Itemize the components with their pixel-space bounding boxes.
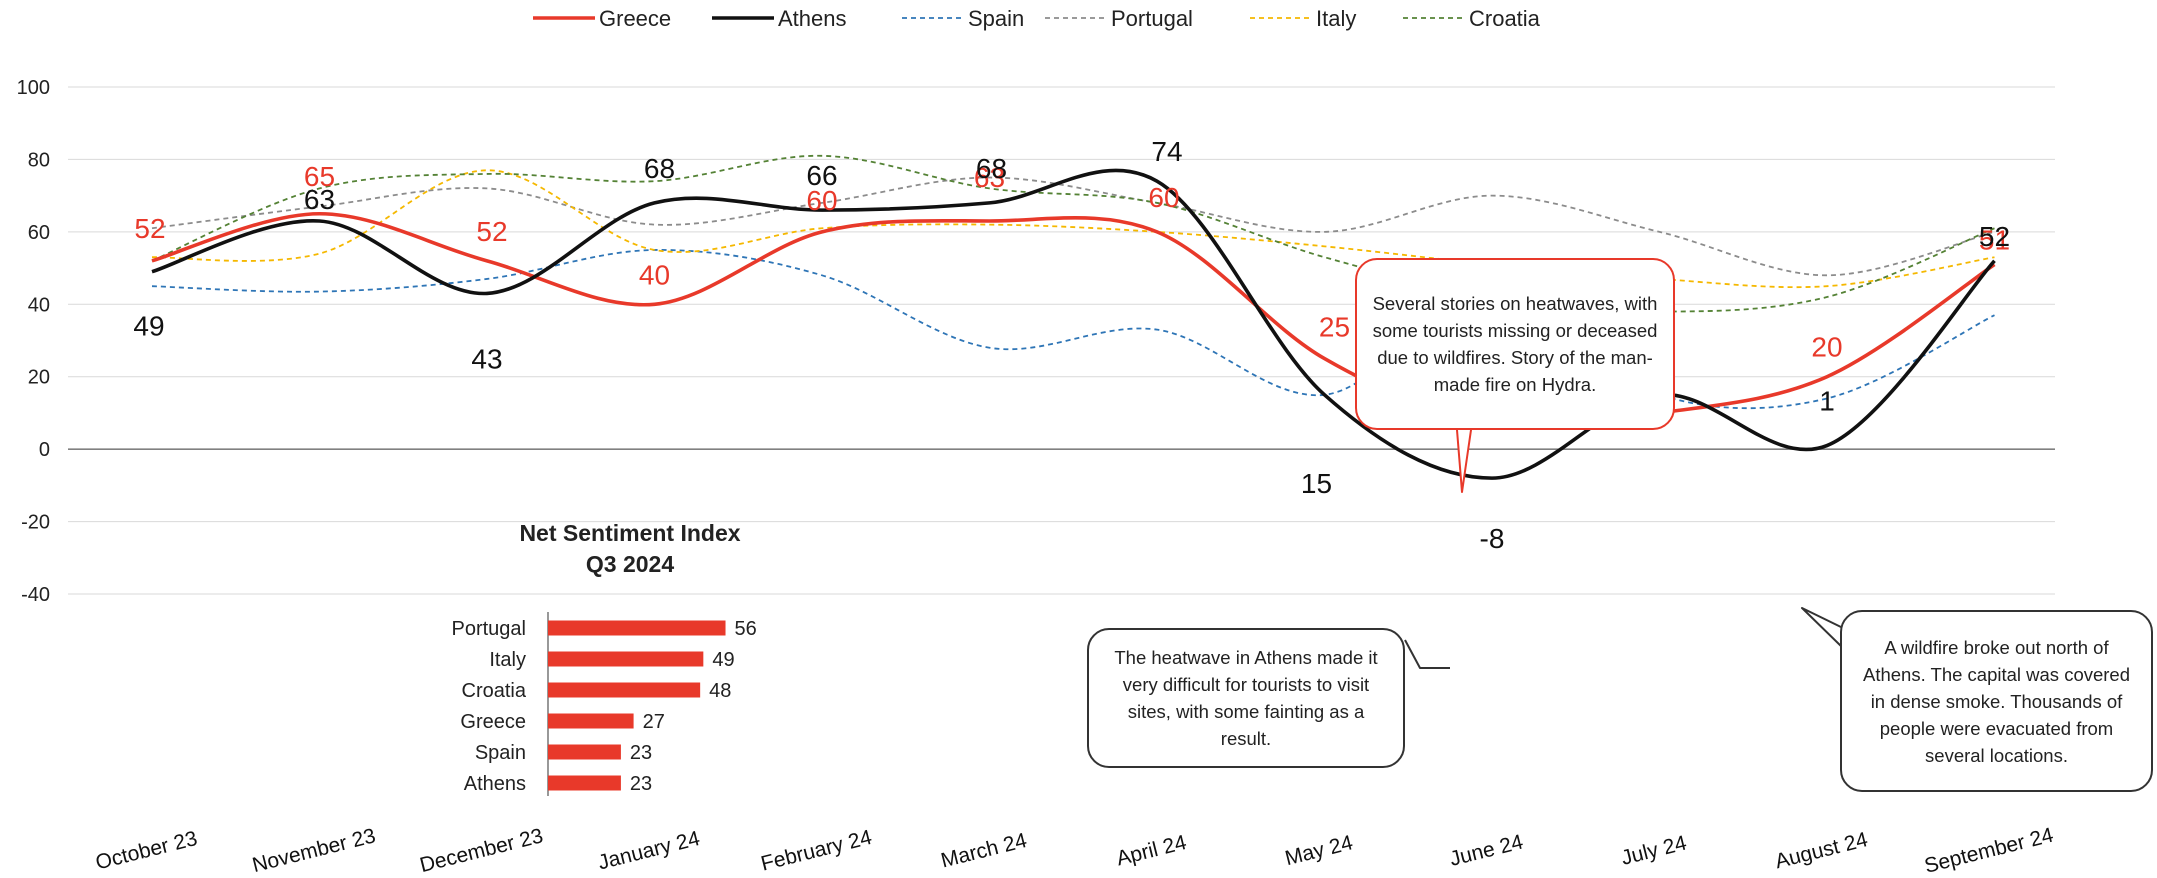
inset-value-label: 49 (712, 649, 734, 671)
data-label-greece: 60 (806, 185, 837, 216)
data-label-greece: 52 (134, 213, 165, 244)
legend-label: Athens (778, 6, 847, 31)
inset-category-label: Italy (489, 649, 526, 671)
x-tick-label: November 23 (250, 824, 378, 877)
legend-item-greece: Greece (533, 6, 671, 31)
inset-value-label: 48 (709, 680, 731, 702)
y-axis-ticks: -40 -20 0 20 40 60 80 100 (17, 77, 50, 606)
legend-label: Italy (1316, 6, 1356, 31)
legend-label: Portugal (1111, 6, 1193, 31)
inset-value-label: 56 (735, 618, 757, 640)
y-tick-label: 100 (17, 77, 50, 99)
inset-title: Net Sentiment Index Q3 2024 (440, 518, 820, 580)
data-label-greece: 40 (639, 259, 670, 290)
inset-value-label: 23 (630, 742, 652, 764)
inset-bar-portugal (548, 620, 726, 636)
data-label-athens: 68 (976, 153, 1007, 184)
data-label-athens: 63 (304, 184, 335, 215)
data-labels: 526552406063602571020514963436866687415-… (133, 136, 2010, 554)
data-label-athens: 1 (1819, 386, 1835, 417)
data-label-athens: 74 (1151, 136, 1182, 167)
inset-category-label: Portugal (452, 618, 527, 640)
series-line-portugal (151, 176, 1995, 277)
y-tick-label: 80 (28, 149, 50, 171)
inset-title-line1: Net Sentiment Index (519, 520, 741, 546)
data-label-athens: 49 (133, 311, 164, 342)
x-tick-label: February 24 (759, 826, 875, 876)
inset-category-label: Spain (475, 742, 526, 764)
series-line-spain (151, 249, 1995, 410)
inset-bar-italy (548, 651, 704, 667)
y-tick-label: 0 (39, 439, 50, 461)
inset-title-line2: Q3 2024 (585, 551, 675, 577)
chart-legend: Greece Athens Spain Portugal Italy Croatia (533, 6, 1541, 31)
legend-item-spain: Spain (902, 6, 1024, 31)
net-sentiment-bar-chart: Portugal 56 Italy 49 Croatia 48 Greece 27 Spain 2… (452, 612, 757, 796)
x-tick-label: July 24 (1619, 831, 1689, 869)
data-label-greece: 65 (304, 161, 335, 192)
inset-category-label: Greece (460, 711, 526, 733)
x-axis-ticks: October 23 November 23 December 23 January … (93, 824, 2056, 878)
data-label-greece: 60 (1148, 182, 1179, 213)
data-label-athens: 15 (1301, 468, 1332, 499)
gridlines (68, 86, 2055, 595)
callout-june-heatwaves: Several stories on heatwaves, with some … (1355, 258, 1675, 430)
x-tick-label: March 24 (939, 829, 1030, 873)
data-label-greece: 63 (974, 162, 1005, 193)
x-tick-label: June 24 (1447, 830, 1525, 870)
y-tick-label: -20 (21, 512, 50, 534)
data-label-athens: 43 (471, 343, 502, 374)
inset-bar-greece (548, 713, 634, 729)
x-tick-label: October 23 (93, 827, 199, 874)
data-label-athens: 52 (1979, 221, 2010, 252)
y-tick-label: 60 (28, 222, 50, 244)
y-tick-label: 20 (28, 367, 50, 389)
legend-item-croatia: Croatia (1403, 6, 1541, 31)
inset-bar-spain (548, 744, 621, 760)
series-lines (151, 154, 1996, 480)
series-line-croatia (151, 154, 1995, 313)
legend-label: Spain (968, 6, 1024, 31)
series-line-greece (151, 211, 1996, 429)
data-label-greece: 25 (1319, 312, 1350, 343)
data-label-greece: 20 (1811, 332, 1842, 363)
x-tick-label: January 24 (596, 827, 703, 875)
x-tick-label: April 24 (1114, 831, 1189, 871)
x-tick-label: May 24 (1283, 831, 1356, 870)
data-label-athens: 68 (644, 153, 675, 184)
x-tick-label: September 24 (1922, 824, 2056, 878)
inset-category-label: Athens (464, 773, 526, 795)
inset-bar-croatia (548, 682, 701, 698)
legend-item-italy: Italy (1250, 6, 1356, 31)
data-label-greece: 51 (1979, 224, 2010, 255)
data-label-athens: 66 (806, 160, 837, 191)
inset-value-label: 27 (643, 711, 665, 733)
legend-item-athens: Athens (712, 6, 847, 31)
series-line-italy (151, 169, 1995, 289)
inset-category-label: Croatia (462, 680, 527, 702)
legend-label: Croatia (1469, 6, 1541, 31)
inset-bar-athens (548, 775, 621, 791)
x-tick-label: December 23 (417, 824, 545, 877)
data-label-greece: 52 (476, 216, 507, 247)
legend-label: Greece (599, 6, 671, 31)
y-tick-label: -40 (21, 584, 50, 606)
y-tick-label: 40 (28, 294, 50, 316)
callout-athens-heatwave: The heatwave in Athens made it very diff… (1087, 628, 1405, 768)
callout-athens-wildfire: A wildfire broke out north of Athens. Th… (1840, 610, 2153, 792)
inset-value-label: 23 (630, 773, 652, 795)
series-line-athens (151, 168, 1996, 480)
data-label-athens: -8 (1480, 523, 1505, 554)
x-tick-label: August 24 (1773, 828, 1871, 873)
legend-item-portugal: Portugal (1045, 6, 1193, 31)
